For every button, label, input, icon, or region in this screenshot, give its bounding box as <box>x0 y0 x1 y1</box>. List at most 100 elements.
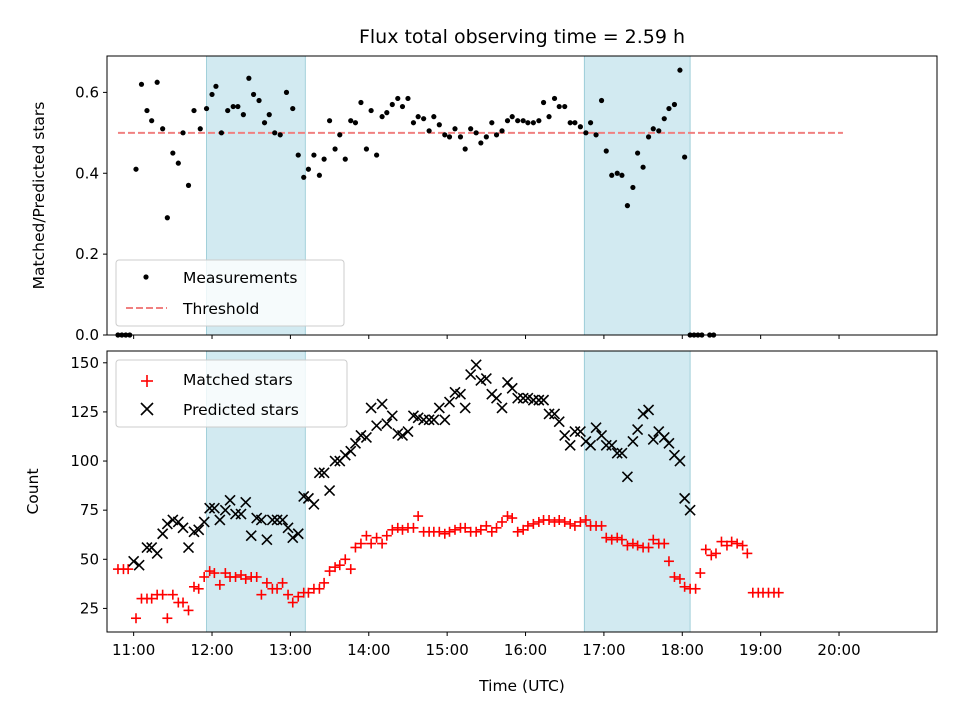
matched-star-point <box>314 583 325 594</box>
measurement-point <box>379 114 385 120</box>
x-stroke <box>522 392 534 404</box>
x-stroke <box>459 402 471 414</box>
x-stroke <box>480 372 492 385</box>
matched-star-point <box>601 532 612 543</box>
measurement-point <box>577 124 583 130</box>
predicted-star-point <box>271 514 283 526</box>
matched-star-point <box>371 532 382 543</box>
measurement-point <box>587 120 594 126</box>
matched-star-point <box>214 579 225 590</box>
predicted-star-point <box>674 455 686 467</box>
predicted-star-point <box>318 467 330 479</box>
legend-threshold-label: Threshold <box>182 300 259 318</box>
x-stroke <box>345 445 357 457</box>
top-y-axis-label: Matched/Predicted stars <box>30 102 48 290</box>
x-stroke <box>632 424 644 436</box>
x-stroke <box>292 528 304 540</box>
matched-star-point <box>439 528 450 539</box>
matched-star-point <box>350 542 361 553</box>
measurement-point <box>399 103 406 110</box>
predicted-star-point <box>292 528 304 540</box>
matched-star-point <box>742 548 753 559</box>
x-stroke <box>616 447 628 459</box>
measurement-point <box>682 154 688 160</box>
measurement-point <box>483 134 489 140</box>
measurement-point <box>583 130 589 136</box>
measurement-point <box>170 150 176 156</box>
x-tick-label: 13:00 <box>269 641 312 659</box>
measurement-point <box>572 120 578 126</box>
measurement-point <box>197 126 203 132</box>
measurement-point <box>661 116 667 122</box>
x-stroke <box>282 522 294 534</box>
measurement-point <box>426 128 432 134</box>
legend-matched-marker <box>141 375 153 387</box>
measurement-point <box>295 152 301 158</box>
predicted-star-point <box>324 484 336 497</box>
predicted-star-point <box>433 402 445 414</box>
x-stroke <box>647 433 659 445</box>
x-stroke <box>658 431 670 444</box>
x-stroke <box>172 516 184 528</box>
x-stroke <box>559 429 571 442</box>
measurement-point <box>677 67 683 73</box>
measurement-point <box>209 91 215 98</box>
x-stroke <box>151 547 163 559</box>
x-stroke <box>454 388 467 400</box>
x-stroke <box>146 541 158 554</box>
x-stroke <box>517 392 529 404</box>
predicted-star-point <box>339 449 351 461</box>
predicted-star-point <box>679 492 691 504</box>
x-stroke <box>167 514 179 526</box>
x-stroke <box>329 455 341 467</box>
predicted-star-point <box>133 559 145 571</box>
matched-star-point <box>240 573 251 584</box>
x-stroke <box>423 414 435 426</box>
matched-star-point <box>392 522 403 533</box>
measurement-point <box>603 148 609 154</box>
measurement-point <box>546 114 552 120</box>
measurement-point <box>348 118 354 124</box>
measurement-point <box>290 105 296 112</box>
measurement-point <box>164 215 170 221</box>
predicted-star-point <box>637 408 649 420</box>
matched-star-point <box>481 520 492 531</box>
measurement-point <box>431 114 437 120</box>
x-stroke <box>590 422 602 434</box>
x-tick-label: 20:00 <box>817 641 860 659</box>
y-tick-label: 75 <box>80 501 99 519</box>
x-stroke <box>339 449 351 461</box>
predicted-star-point <box>255 514 267 526</box>
measurement-point <box>235 103 241 110</box>
x-tick-label: 17:00 <box>582 641 625 659</box>
x-stroke <box>470 359 482 371</box>
x-stroke <box>553 416 565 428</box>
x-axis-label: Time (UTC) <box>478 677 565 695</box>
matched-star-point <box>157 589 168 600</box>
matched-star-point <box>199 571 210 582</box>
matched-star-point <box>663 556 674 567</box>
matched-star-point <box>544 514 555 525</box>
predicted-star-point <box>235 508 247 520</box>
measurement-point <box>536 118 542 124</box>
predicted-star-point <box>219 504 231 516</box>
measurement-point <box>213 83 219 89</box>
predicted-star-point <box>574 426 586 438</box>
bottom-y-axis-label: Count <box>24 468 42 514</box>
x-stroke <box>533 394 545 406</box>
predicted-star-point <box>548 408 561 420</box>
y-tick-label: 50 <box>80 550 99 568</box>
x-stroke <box>318 467 330 479</box>
measurement-point <box>203 105 210 112</box>
x-tick-label: 19:00 <box>739 641 782 659</box>
x-stroke <box>512 392 524 404</box>
measurement-point <box>614 170 620 176</box>
x-stroke <box>229 508 242 520</box>
predicted-star-point <box>569 426 581 438</box>
predicted-star-point <box>543 408 555 420</box>
measurement-point <box>240 112 246 118</box>
x-stroke <box>386 410 398 422</box>
predicted-star-point <box>600 439 612 451</box>
x-stroke <box>449 386 461 398</box>
matched-star-point <box>178 597 189 608</box>
